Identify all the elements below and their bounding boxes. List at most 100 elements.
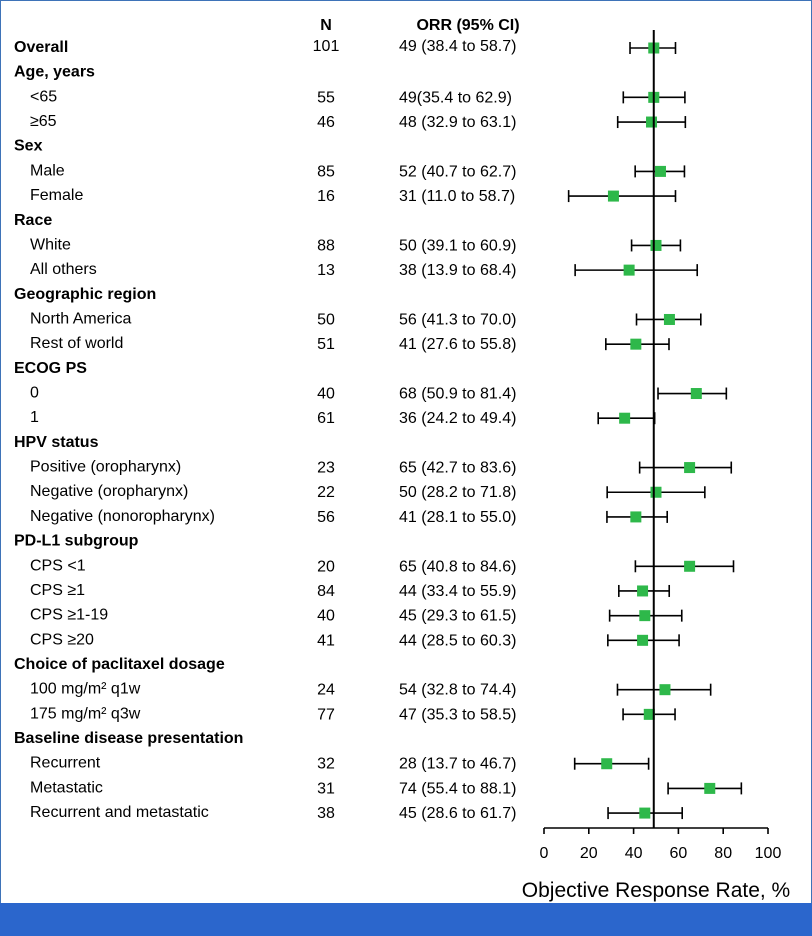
point-estimate — [639, 807, 651, 819]
n-value: 31 — [317, 780, 335, 797]
point-estimate — [684, 462, 696, 474]
subgroup-row: CPS <1 20 65 (40.8 to 84.6) — [30, 557, 735, 575]
n-value: 38 — [317, 805, 335, 822]
orr-text: 47 (35.3 to 58.5) — [399, 706, 516, 723]
rows-group: Overall 101 49 (38.4 to 58.7) Age, years <65… — [14, 38, 743, 822]
x-axis-label: Objective Response Rate, % — [522, 879, 790, 902]
row-label: CPS ≥1 — [30, 582, 85, 599]
subgroup-row: All others 13 38 (13.9 to 68.4) — [30, 261, 699, 279]
row-label: 100 mg/m² q1w — [30, 681, 141, 698]
n-value: 20 — [317, 558, 335, 575]
orr-text: 54 (32.8 to 74.4) — [399, 682, 516, 699]
x-tick-label: 80 — [714, 845, 732, 862]
group-label: Choice of paclitaxel dosage — [14, 656, 225, 673]
subgroup-row: Positive (oropharynx) 23 65 (42.7 to 83.6) — [30, 459, 733, 477]
subgroup-row: Female 16 31 (11.0 to 58.7) — [30, 187, 677, 205]
point-estimate — [643, 708, 655, 720]
row-label: All others — [30, 261, 97, 278]
n-value: 51 — [317, 336, 335, 353]
point-estimate — [637, 585, 649, 597]
orr-text: 49(35.4 to 62.9) — [399, 89, 512, 106]
subgroup-row: CPS ≥20 41 44 (28.5 to 60.3) — [30, 631, 680, 649]
group-row: Sex — [14, 138, 43, 155]
subgroup-row: 100 mg/m² q1w 24 54 (32.8 to 74.4) — [30, 681, 712, 699]
n-value: 46 — [317, 114, 335, 131]
group-label: Race — [14, 212, 52, 229]
subgroup-row: White 88 50 (39.1 to 60.9) — [30, 236, 682, 254]
bottom-bar — [0, 903, 812, 936]
orr-text: 50 (28.2 to 71.8) — [399, 484, 516, 501]
n-value: 24 — [317, 682, 335, 699]
subgroup-row: 0 40 68 (50.9 to 81.4) — [30, 385, 728, 403]
group-row: ECOG PS — [14, 360, 87, 377]
point-estimate — [650, 239, 662, 251]
group-label: Baseline disease presentation — [14, 730, 243, 747]
subgroup-row: CPS ≥1-19 40 45 (29.3 to 61.5) — [30, 607, 683, 625]
row-label: 1 — [30, 409, 39, 426]
n-value: 40 — [317, 608, 335, 625]
orr-text: 45 (29.3 to 61.5) — [399, 608, 516, 625]
group-row: HPV status — [14, 434, 99, 451]
orr-text: 56 (41.3 to 70.0) — [399, 311, 516, 328]
x-axis: 0 20 40 60 80 100 — [540, 30, 782, 862]
n-value: 50 — [317, 311, 335, 328]
row-label: Negative (nonoropharynx) — [30, 508, 215, 525]
point-estimate — [607, 190, 619, 202]
row-label: CPS <1 — [30, 557, 86, 574]
subgroup-row: North America 50 56 (41.3 to 70.0) — [30, 310, 702, 328]
n-value: 13 — [317, 262, 335, 279]
group-label: Age, years — [14, 64, 95, 81]
n-value: 84 — [317, 583, 335, 600]
subgroup-row: Recurrent 32 28 (13.7 to 46.7) — [30, 755, 650, 773]
row-label: CPS ≥20 — [30, 631, 94, 648]
row-label: Positive (oropharynx) — [30, 459, 181, 476]
orr-text: 74 (55.4 to 88.1) — [399, 780, 516, 797]
x-tick-label: 100 — [755, 845, 782, 862]
orr-text: 38 (13.9 to 68.4) — [399, 262, 516, 279]
row-label: Male — [30, 162, 65, 179]
group-label: Overall — [14, 39, 68, 56]
row-label: Recurrent and metastatic — [30, 804, 209, 821]
row-label: Recurrent — [30, 755, 101, 772]
point-estimate — [654, 165, 666, 177]
point-estimate — [663, 313, 675, 325]
orr-text: 44 (28.5 to 60.3) — [399, 632, 516, 649]
orr-text: 48 (32.9 to 63.1) — [399, 114, 516, 131]
x-tick-label: 0 — [540, 845, 549, 862]
n-value: 32 — [317, 756, 335, 773]
n-value: 85 — [317, 163, 335, 180]
subgroup-row: Recurrent and metastatic 38 45 (28.6 to 61… — [30, 804, 684, 822]
n-value: 77 — [317, 706, 335, 723]
row-label: White — [30, 236, 71, 253]
group-label: Sex — [14, 138, 43, 155]
point-estimate — [704, 782, 716, 794]
subgroup-row: Negative (oropharynx) 22 50 (28.2 to 71.8) — [30, 483, 706, 501]
subgroup-row: 1 61 36 (24.2 to 49.4) — [30, 409, 656, 427]
x-tick-label: 60 — [670, 845, 688, 862]
point-estimate — [623, 264, 635, 276]
n-value: 88 — [317, 237, 335, 254]
point-estimate — [601, 758, 613, 770]
row-label: Negative (oropharynx) — [30, 483, 188, 500]
point-estimate — [630, 511, 642, 523]
point-estimate — [639, 610, 651, 622]
group-row: Age, years — [14, 64, 95, 81]
orr-text: 41 (28.1 to 55.0) — [399, 509, 516, 526]
n-value: 55 — [317, 89, 335, 106]
group-label: HPV status — [14, 434, 99, 451]
n-value: 23 — [317, 460, 335, 477]
subgroup-row: ≥65 46 48 (32.9 to 63.1) — [30, 113, 687, 131]
group-row: Race — [14, 212, 52, 229]
x-tick-label: 40 — [625, 845, 643, 862]
orr-text: 31 (11.0 to 58.7) — [399, 188, 515, 205]
orr-text: 50 (39.1 to 60.9) — [399, 237, 516, 254]
n-value: 22 — [317, 484, 335, 501]
group-label: PD-L1 subgroup — [14, 533, 139, 550]
orr-text: 65 (40.8 to 84.6) — [399, 558, 516, 575]
orr-text: 36 (24.2 to 49.4) — [399, 410, 516, 427]
point-estimate — [646, 116, 658, 128]
orr-text: 41 (27.6 to 55.8) — [399, 336, 516, 353]
n-value: 41 — [317, 632, 335, 649]
group-row: Geographic region — [14, 286, 156, 303]
